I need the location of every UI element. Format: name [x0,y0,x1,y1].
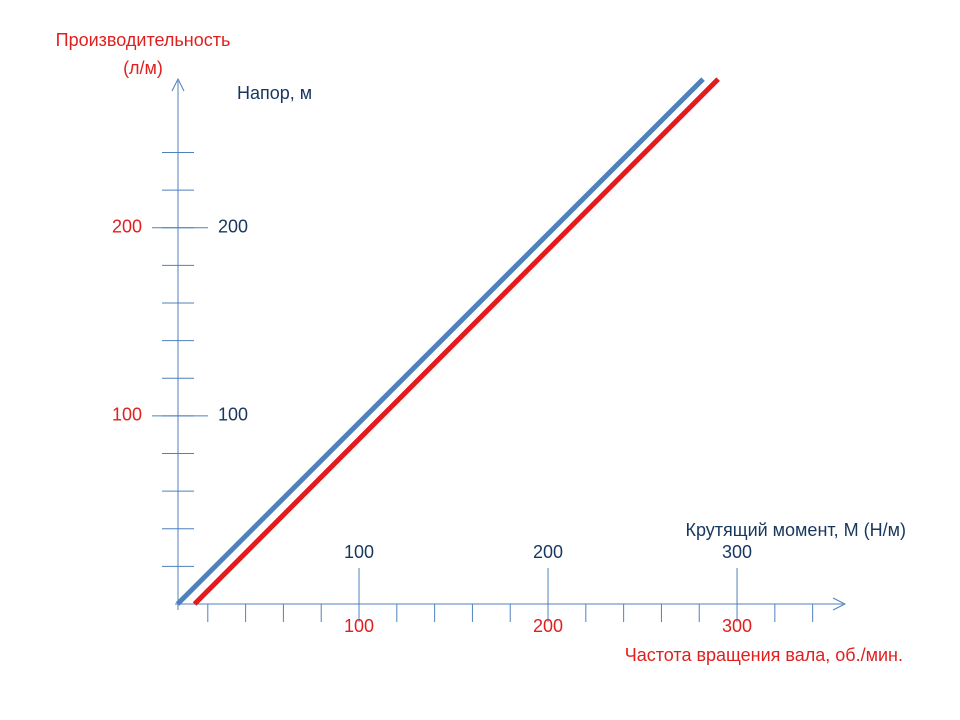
y-axis-label: Производительность (л/м) [56,30,231,78]
line [192,77,720,606]
x-tick-label: 100 [344,616,374,636]
x-tick-label: 100 [344,542,374,562]
y-axis-label: Напор, м [237,83,312,103]
x-axis-arrow [832,597,847,611]
x-tick-label: 200 [533,616,563,636]
x-axis-label: Крутящий момент, М (Н/м) [685,520,906,540]
line [175,77,705,606]
x-tick-label: 300 [722,616,752,636]
x-tick-label: 200 [533,542,563,562]
x-axis-label: Частота вращения вала, об./мин. [625,645,903,665]
y-tick-label: 100 [112,405,142,425]
y-tick-label: 200 [218,216,248,236]
x-tick-label: 300 [722,542,752,562]
y-tick-label: 100 [218,405,248,425]
y-axis-arrow [171,77,185,92]
y-tick-label: 200 [112,216,142,236]
